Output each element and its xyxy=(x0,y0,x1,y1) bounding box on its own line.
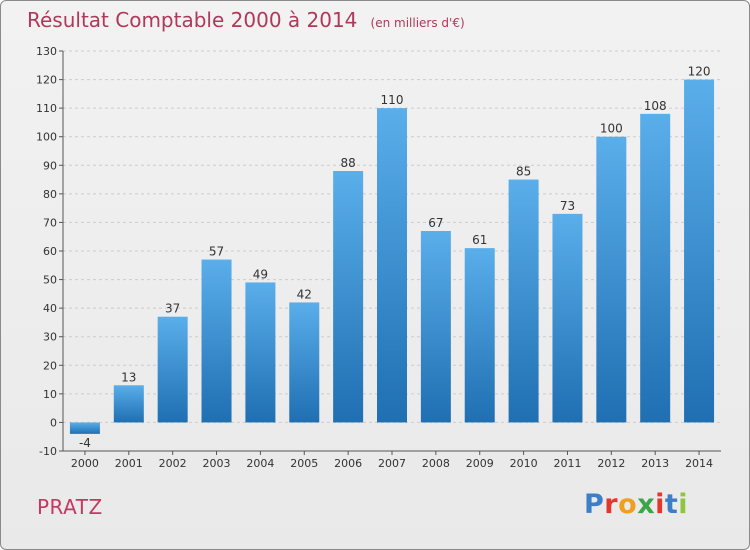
logo-letter: x xyxy=(637,489,656,520)
logo-letter: t xyxy=(664,489,679,520)
y-tick-label: 80 xyxy=(43,188,57,201)
value-label: 73 xyxy=(560,199,575,213)
bar xyxy=(333,171,364,423)
value-label: 88 xyxy=(340,156,355,170)
logo-letter: o xyxy=(618,489,638,520)
value-label: 110 xyxy=(381,93,404,107)
town-name: PRATZ xyxy=(37,495,103,519)
value-label: 67 xyxy=(428,216,443,230)
bar xyxy=(684,79,715,423)
y-tick-label: 90 xyxy=(43,159,57,172)
x-tick-label: 2001 xyxy=(115,457,143,470)
bar xyxy=(640,113,671,423)
x-tick-label: 2011 xyxy=(553,457,581,470)
bar xyxy=(464,248,495,423)
x-tick-label: 2008 xyxy=(422,457,450,470)
value-label: -4 xyxy=(79,436,91,450)
chart-title: Résultat Comptable 2000 à 2014 xyxy=(27,8,358,32)
value-label: 13 xyxy=(121,370,136,384)
x-tick-label: 2010 xyxy=(510,457,538,470)
bar xyxy=(420,231,451,423)
x-tick-label: 2002 xyxy=(159,457,187,470)
y-tick-label: 20 xyxy=(43,359,57,372)
x-tick-label: 2007 xyxy=(378,457,406,470)
value-label: 37 xyxy=(165,302,180,316)
y-tick-label: 130 xyxy=(36,45,57,58)
y-tick-label: 30 xyxy=(43,331,57,344)
x-tick-label: 2012 xyxy=(597,457,625,470)
y-tick-label: 50 xyxy=(43,274,57,287)
chart-unit-note: (en milliers d'€) xyxy=(370,16,465,30)
y-tick-label: 100 xyxy=(36,131,57,144)
proxiti-logo: Proxiti xyxy=(584,489,688,520)
x-tick-label: 2004 xyxy=(246,457,274,470)
bar xyxy=(69,422,100,434)
value-label: 120 xyxy=(688,65,711,79)
bar xyxy=(289,302,320,423)
logo-letter: r xyxy=(604,489,619,520)
x-tick-label: 2009 xyxy=(466,457,494,470)
y-tick-label: -10 xyxy=(39,445,57,458)
y-tick-label: 0 xyxy=(50,416,57,429)
logo-letter: P xyxy=(584,489,605,520)
value-label: 49 xyxy=(253,267,268,281)
bar xyxy=(245,282,276,423)
x-tick-label: 2003 xyxy=(203,457,231,470)
value-label: 42 xyxy=(297,287,312,301)
value-label: 108 xyxy=(644,99,667,113)
y-tick-label: 60 xyxy=(43,245,57,258)
y-tick-label: 120 xyxy=(36,74,57,87)
bar xyxy=(552,213,583,423)
value-label: 61 xyxy=(472,233,487,247)
bar xyxy=(596,136,627,423)
bar xyxy=(377,108,407,423)
x-tick-label: 2006 xyxy=(334,457,362,470)
chart-title-block: Résultat Comptable 2000 à 2014 (en milli… xyxy=(27,8,465,32)
x-tick-label: 2000 xyxy=(71,457,99,470)
bar xyxy=(508,179,539,423)
value-label: 100 xyxy=(600,122,623,136)
bar xyxy=(201,259,232,423)
x-tick-label: 2014 xyxy=(685,457,713,470)
x-tick-label: 2013 xyxy=(641,457,669,470)
value-label: 85 xyxy=(516,165,531,179)
y-tick-label: 10 xyxy=(43,388,57,401)
x-tick-label: 2005 xyxy=(290,457,318,470)
bar xyxy=(157,316,188,423)
logo-letter: i xyxy=(655,489,665,520)
y-tick-label: 40 xyxy=(43,302,57,315)
y-tick-label: 110 xyxy=(36,102,57,115)
bar xyxy=(113,385,144,423)
y-tick-label: 70 xyxy=(43,216,57,229)
value-label: 57 xyxy=(209,245,224,259)
logo-letter: i xyxy=(678,489,689,520)
